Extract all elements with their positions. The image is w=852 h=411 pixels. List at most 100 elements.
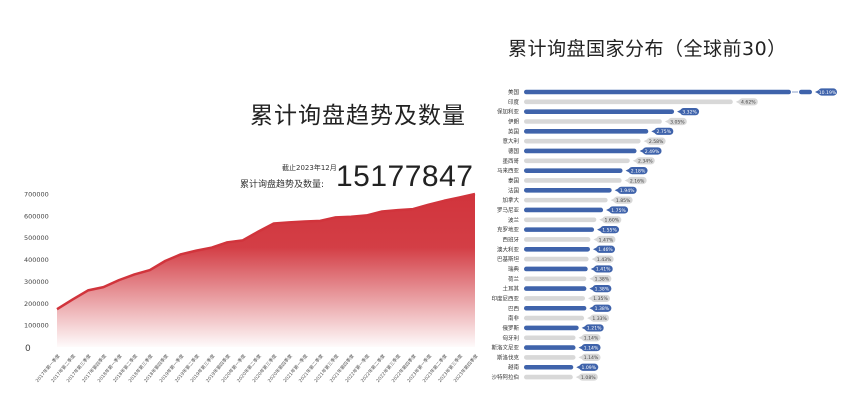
bar bbox=[524, 266, 588, 272]
value-pill-pointer bbox=[581, 325, 586, 330]
country-label: 印度 bbox=[508, 98, 520, 106]
value-pill bbox=[595, 245, 615, 253]
value-pill bbox=[590, 314, 610, 322]
country-label: 斯洛文尼亚 bbox=[491, 344, 519, 352]
country-label: 越南 bbox=[508, 363, 520, 371]
value-label: 1.75% bbox=[611, 208, 626, 214]
value-pill-pointer bbox=[591, 257, 596, 262]
value-pill bbox=[581, 343, 601, 352]
value-pill-pointer bbox=[578, 335, 583, 340]
y-tick-label: 700000 bbox=[24, 191, 49, 199]
value-label: 1.38% bbox=[595, 277, 610, 283]
value-pill bbox=[600, 226, 620, 234]
value-label: 1.14% bbox=[584, 336, 599, 342]
value-pill-pointer bbox=[593, 237, 598, 242]
country-label: 匈牙利 bbox=[502, 334, 519, 342]
value-pill-pointer bbox=[590, 266, 595, 271]
inquiry-trend-area-chart: 0 100000 200000 300000 400000 500000 600000 700… bbox=[24, 191, 480, 384]
value-pill-pointer bbox=[576, 365, 581, 370]
value-pill-pointer bbox=[575, 375, 580, 380]
bar bbox=[524, 276, 587, 282]
y-tick-label: 200000 bbox=[24, 300, 49, 308]
x-tick-label: 2023年第四季度 bbox=[452, 352, 480, 383]
value-pill-pointer bbox=[614, 188, 619, 193]
bar bbox=[524, 197, 608, 203]
bar bbox=[524, 138, 641, 144]
value-label: 1.41% bbox=[596, 267, 611, 273]
bar bbox=[524, 119, 662, 124]
bar bbox=[524, 305, 587, 311]
value-pill bbox=[738, 98, 758, 106]
value-label: 1.14% bbox=[584, 345, 599, 351]
country-label: 南非 bbox=[508, 314, 520, 322]
value-pill bbox=[617, 186, 637, 194]
value-pill-pointer bbox=[597, 227, 602, 232]
value-label: 4.62% bbox=[741, 100, 756, 106]
value-label: 1.14% bbox=[584, 355, 599, 361]
area-fill bbox=[57, 194, 475, 347]
value-label: 1.09% bbox=[581, 365, 596, 371]
value-pill-pointer bbox=[632, 158, 637, 163]
value-label: 2.49% bbox=[645, 149, 660, 155]
value-label: 1.43% bbox=[597, 257, 612, 263]
value-label: 1.33% bbox=[592, 316, 607, 322]
bar bbox=[524, 227, 595, 232]
country-label: 法国 bbox=[508, 186, 520, 194]
value-pill-pointer bbox=[599, 217, 604, 222]
country-label: 泰国 bbox=[508, 176, 520, 184]
value-pill-pointer bbox=[639, 148, 644, 153]
value-pill-pointer bbox=[606, 207, 611, 212]
value-pill bbox=[581, 353, 601, 362]
country-label: 意大利 bbox=[502, 137, 519, 145]
value-pill-pointer bbox=[589, 306, 594, 311]
value-pill-pointer bbox=[592, 247, 597, 252]
value-pill bbox=[613, 196, 633, 204]
bar bbox=[799, 89, 812, 95]
bar bbox=[524, 335, 576, 341]
value-label: 2.18% bbox=[631, 168, 646, 174]
value-pill-pointer bbox=[651, 129, 656, 134]
value-label: 1.08% bbox=[581, 375, 596, 381]
bar bbox=[524, 246, 590, 252]
value-pill bbox=[602, 216, 622, 224]
country-label: 美国 bbox=[508, 88, 520, 96]
value-label: 1.38% bbox=[595, 286, 610, 292]
bar bbox=[524, 148, 637, 154]
bar bbox=[524, 168, 623, 173]
country-label: 俄罗斯 bbox=[502, 324, 519, 332]
value-label: 1.38% bbox=[595, 306, 610, 312]
value-label: 3.32% bbox=[682, 109, 697, 115]
country-label: 马来西亚 bbox=[497, 167, 520, 175]
value-pill-pointer bbox=[664, 119, 669, 124]
value-pill bbox=[592, 285, 612, 293]
bar bbox=[524, 355, 576, 360]
country-label: 罗马尼亚 bbox=[497, 206, 520, 214]
country-label: 沙特阿拉伯 bbox=[491, 373, 519, 381]
value-pill bbox=[635, 157, 655, 165]
value-label: 1.60% bbox=[605, 218, 620, 224]
y-tick-label: 600000 bbox=[24, 212, 49, 220]
bar bbox=[524, 374, 573, 380]
value-pill bbox=[680, 108, 700, 116]
bar bbox=[524, 325, 579, 331]
country-label: 波兰 bbox=[508, 216, 520, 224]
value-label: 3.05% bbox=[670, 119, 685, 125]
country-label: 巴西 bbox=[508, 305, 520, 312]
value-pill-pointer bbox=[624, 178, 629, 183]
country-label: 克罗地亚 bbox=[497, 226, 520, 234]
value-label: 1.21% bbox=[587, 326, 602, 332]
cutoff-date: 截止2023年12月 bbox=[282, 164, 337, 172]
value-label: 1.47% bbox=[599, 237, 614, 243]
bar bbox=[524, 89, 791, 95]
value-pill bbox=[628, 167, 648, 175]
value-label: 10.19% bbox=[819, 90, 837, 96]
country-label: 印度尼西亚 bbox=[491, 294, 519, 302]
country-label: 土耳其 bbox=[502, 285, 519, 293]
value-pill-pointer bbox=[815, 90, 819, 94]
value-pill-pointer bbox=[578, 345, 583, 350]
value-pill bbox=[609, 206, 629, 214]
bar bbox=[524, 217, 597, 223]
y-tick-label: 100000 bbox=[24, 322, 49, 330]
country-label: 瑞典 bbox=[508, 265, 520, 273]
